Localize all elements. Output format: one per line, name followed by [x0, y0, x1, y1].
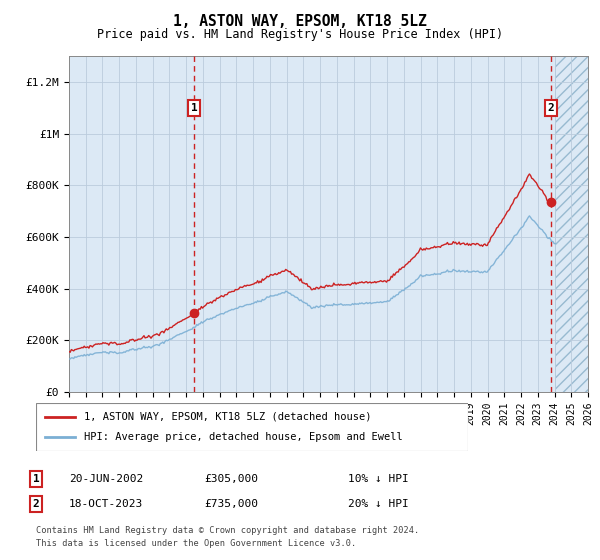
- Text: 20-JUN-2002: 20-JUN-2002: [69, 474, 143, 484]
- Text: 2: 2: [548, 103, 554, 113]
- Text: Price paid vs. HM Land Registry's House Price Index (HPI): Price paid vs. HM Land Registry's House …: [97, 28, 503, 41]
- Text: £305,000: £305,000: [204, 474, 258, 484]
- Text: 1: 1: [32, 474, 40, 484]
- Text: 1, ASTON WAY, EPSOM, KT18 5LZ: 1, ASTON WAY, EPSOM, KT18 5LZ: [173, 14, 427, 29]
- Text: £735,000: £735,000: [204, 499, 258, 509]
- Text: 18-OCT-2023: 18-OCT-2023: [69, 499, 143, 509]
- Text: Contains HM Land Registry data © Crown copyright and database right 2024.: Contains HM Land Registry data © Crown c…: [36, 526, 419, 535]
- Bar: [554, 56, 588, 392]
- Text: 10% ↓ HPI: 10% ↓ HPI: [348, 474, 409, 484]
- Bar: [554, 56, 588, 392]
- Text: 1, ASTON WAY, EPSOM, KT18 5LZ (detached house): 1, ASTON WAY, EPSOM, KT18 5LZ (detached …: [83, 412, 371, 422]
- Text: 1: 1: [191, 103, 197, 113]
- Text: 2: 2: [32, 499, 40, 509]
- Text: This data is licensed under the Open Government Licence v3.0.: This data is licensed under the Open Gov…: [36, 539, 356, 548]
- Text: HPI: Average price, detached house, Epsom and Ewell: HPI: Average price, detached house, Epso…: [83, 432, 402, 442]
- Text: 20% ↓ HPI: 20% ↓ HPI: [348, 499, 409, 509]
